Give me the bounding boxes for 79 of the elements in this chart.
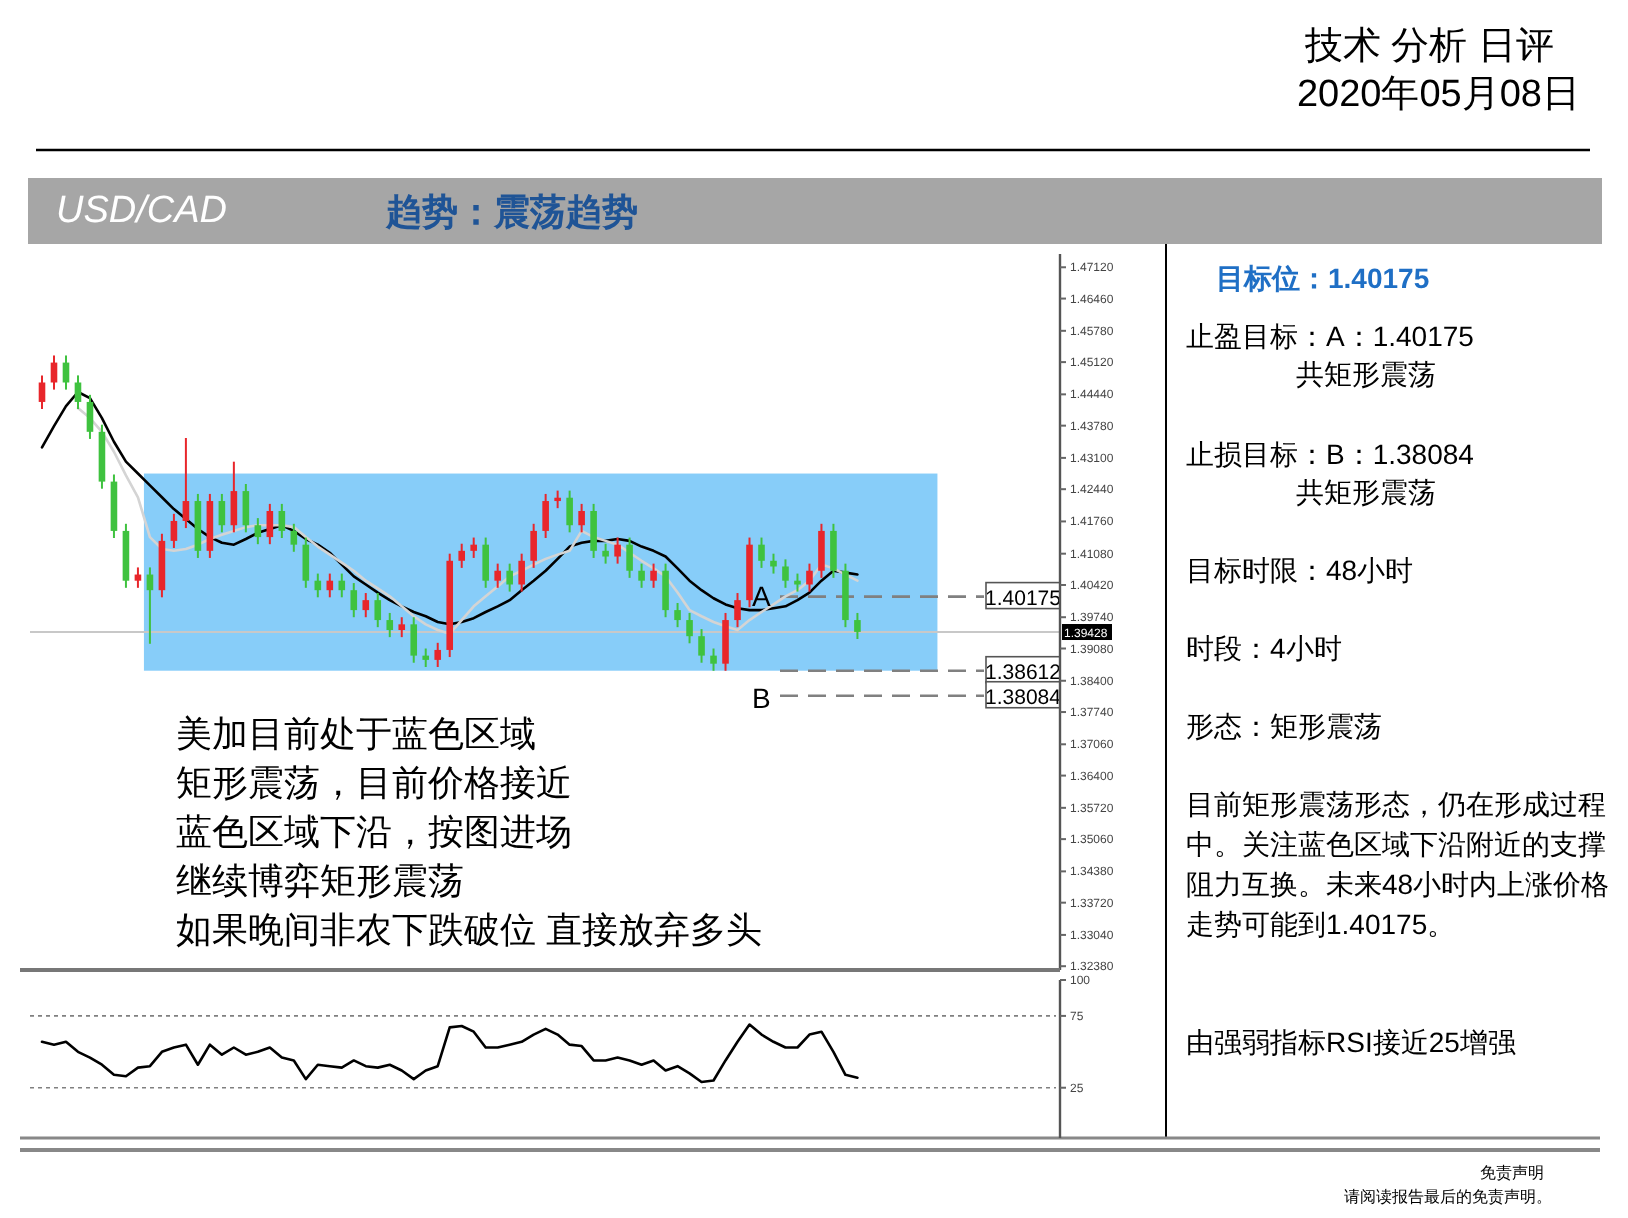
annotation: 蓝色区域下沿，按图进场 xyxy=(176,812,572,852)
annotation: 美加目前处于蓝色区域 xyxy=(176,714,536,754)
candlestick xyxy=(662,562,669,619)
annotation: 矩形震荡，目前价格接近 xyxy=(176,763,572,803)
ref-line-label: 1.40175 xyxy=(985,586,1062,611)
candlestick xyxy=(50,354,58,391)
candlestick xyxy=(254,517,262,546)
candlestick xyxy=(230,460,238,534)
candlestick xyxy=(482,536,489,589)
candlestick xyxy=(686,611,693,645)
candlestick xyxy=(782,558,789,589)
candlestick xyxy=(266,502,274,546)
candlestick xyxy=(218,492,226,534)
candlestick xyxy=(62,354,70,391)
candlestick xyxy=(830,522,837,579)
candlestick xyxy=(350,582,358,619)
candlestick xyxy=(398,616,406,639)
ref-line-label: 1.38084 xyxy=(985,685,1062,710)
candlestick xyxy=(278,502,286,540)
candlestick xyxy=(362,592,370,619)
candlestick xyxy=(290,522,298,553)
candlestick xyxy=(458,542,465,569)
text: 止盈目标：A：1.40175 xyxy=(1186,320,1475,352)
candlestick xyxy=(518,552,525,593)
candlestick xyxy=(242,482,250,534)
chart-title: USD/CAD xyxy=(56,190,228,232)
annotation: 继续博弈矩形震荡 xyxy=(176,861,464,901)
candlestick xyxy=(770,552,777,575)
annotation: A xyxy=(752,580,772,612)
candlestick xyxy=(182,436,190,530)
text: 目标时限：48小时 xyxy=(1186,554,1414,586)
candlestick xyxy=(674,601,681,629)
candlestick xyxy=(806,562,813,593)
candlestick xyxy=(530,522,537,569)
text: 目前矩形震荡形态，仍在形成过程中。关注蓝色区域下沿附近的支撑阻力互换。未来48小时内上涨价格走势可能到1.40175。 xyxy=(1186,788,1610,940)
candlestick xyxy=(542,492,549,540)
text: 技术 分析 日评 xyxy=(1302,26,1554,68)
candlestick xyxy=(590,502,597,559)
candlestick xyxy=(818,522,825,579)
candlestick xyxy=(386,611,394,639)
candlestick xyxy=(170,512,178,549)
candlestick xyxy=(710,647,717,672)
candlestick xyxy=(638,562,645,589)
candlestick xyxy=(602,542,609,565)
candlestick xyxy=(626,536,633,579)
candlestick xyxy=(614,536,621,565)
chart-subtitle: 趋势：震荡趋势 xyxy=(384,192,638,232)
candlestick xyxy=(470,536,477,559)
text: 请阅读报告最后的免责声明。 xyxy=(1344,1188,1552,1206)
annotation: 如果晚间非农下跌破位 直接放弃多头 xyxy=(176,910,763,950)
candlestick xyxy=(758,536,765,569)
candlestick xyxy=(410,616,418,664)
candlestick xyxy=(854,611,861,641)
text: 共矩形震荡 xyxy=(1296,476,1436,508)
candlestick xyxy=(698,628,705,664)
candlestick xyxy=(434,641,442,668)
text: 时段：4小时 xyxy=(1186,632,1342,664)
candlestick xyxy=(374,592,382,629)
candlestick xyxy=(566,489,573,534)
text: 止损目标：B：1.38084 xyxy=(1186,438,1475,470)
text: 免责声明 xyxy=(1480,1164,1544,1182)
text: 由强弱指标RSI接近25增强 xyxy=(1186,1026,1516,1058)
candlestick xyxy=(506,562,513,593)
candlestick xyxy=(578,502,585,534)
candlestick xyxy=(86,393,94,440)
line-series xyxy=(40,1023,859,1084)
ref-line-label: 1.38612 xyxy=(985,660,1062,685)
candlestick xyxy=(722,611,729,672)
text: 2020年05月08日 xyxy=(1296,74,1580,116)
candlestick xyxy=(338,572,346,599)
candlestick xyxy=(734,592,741,629)
annotation: B xyxy=(752,682,771,714)
text: 目标位：1.40175 xyxy=(1216,262,1430,294)
candlestick xyxy=(422,647,430,668)
text: 共矩形震荡 xyxy=(1296,358,1436,390)
candlestick xyxy=(650,562,657,589)
text: 形态：矩形震荡 xyxy=(1186,710,1382,742)
candlestick xyxy=(302,536,310,589)
candlestick xyxy=(494,562,501,589)
